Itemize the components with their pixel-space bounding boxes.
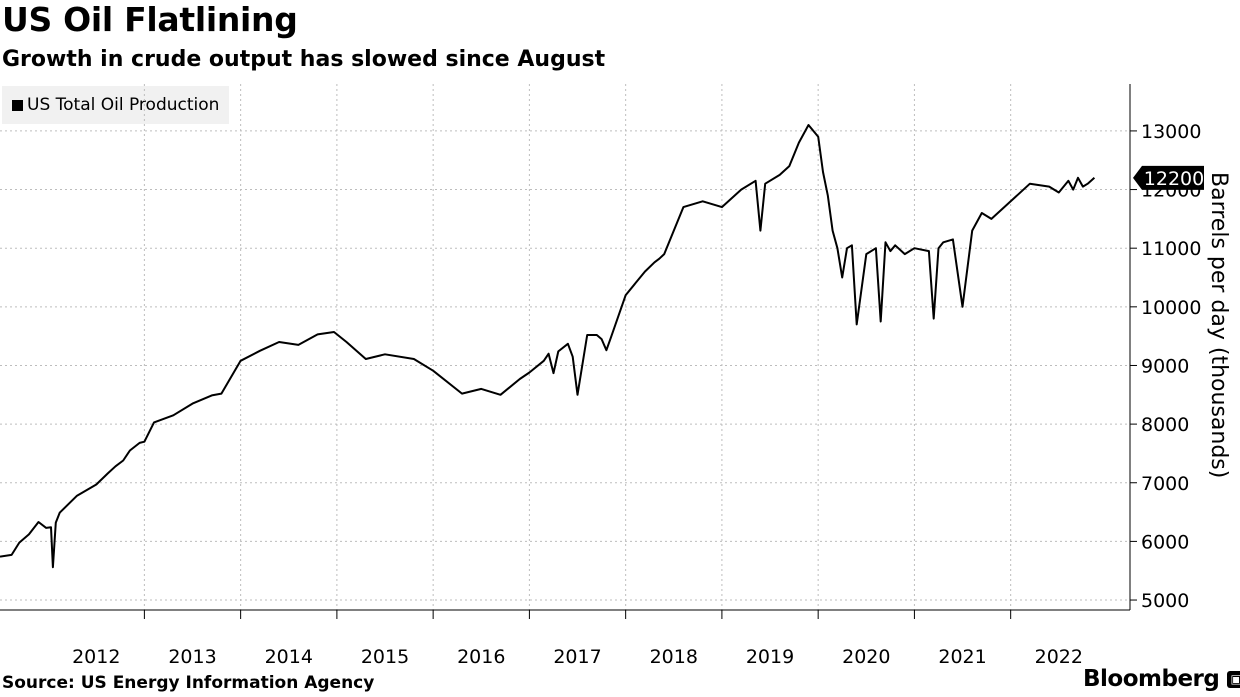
y-tick-label: 7000: [1141, 473, 1189, 495]
y-tick-label: 5000: [1141, 590, 1189, 612]
tick-labels: 5000600070008000900010000110001200013000…: [72, 121, 1231, 668]
chart-title: US Oil Flatlining: [2, 0, 298, 39]
x-tick-label: 2018: [650, 646, 698, 668]
y-tick-label: 8000: [1141, 414, 1189, 436]
y-tick-label: 13000: [1141, 121, 1201, 143]
source-note: Source: US Energy Information Agency: [2, 673, 375, 693]
legend-swatch: [12, 99, 23, 111]
x-tick-label: 2015: [361, 646, 409, 668]
brand-name: Bloomberg: [1083, 666, 1220, 692]
legend-label: US Total Oil Production: [27, 95, 220, 115]
legend: US Total Oil Production: [2, 86, 230, 124]
x-tick-label: 2021: [938, 646, 986, 668]
series-layer: [0, 124, 1096, 569]
series-line-us-total-oil-production: [0, 124, 1096, 569]
y-axis-title: Barrels per day (thousands): [1206, 172, 1231, 478]
x-tick-label: 2022: [1035, 646, 1083, 668]
y-tick-label: 11000: [1141, 238, 1201, 260]
last-value-callout: [1133, 165, 1204, 190]
chart-subtitle: Growth in crude output has slowed since …: [2, 47, 606, 72]
y-tick-label: 10000: [1141, 297, 1201, 319]
y-tick-label: 9000: [1141, 355, 1189, 377]
x-tick-label: 2020: [842, 646, 890, 668]
y-tick-label: 6000: [1141, 531, 1189, 553]
last-value-label: 12200: [1144, 168, 1204, 190]
x-tick-label: 2012: [72, 646, 120, 668]
brand-logo: Bloomberg ▣: [1083, 666, 1240, 692]
x-tick-label: 2013: [168, 646, 216, 668]
gridlines: [0, 84, 1130, 610]
x-tick-label: 2019: [746, 646, 794, 668]
bloomberg-terminal-icon: ▣: [1227, 670, 1240, 688]
x-tick-label: 2016: [457, 646, 505, 668]
x-tick-label: 2014: [265, 646, 313, 668]
x-tick-label: 2017: [553, 646, 601, 668]
axes: [0, 84, 1137, 619]
